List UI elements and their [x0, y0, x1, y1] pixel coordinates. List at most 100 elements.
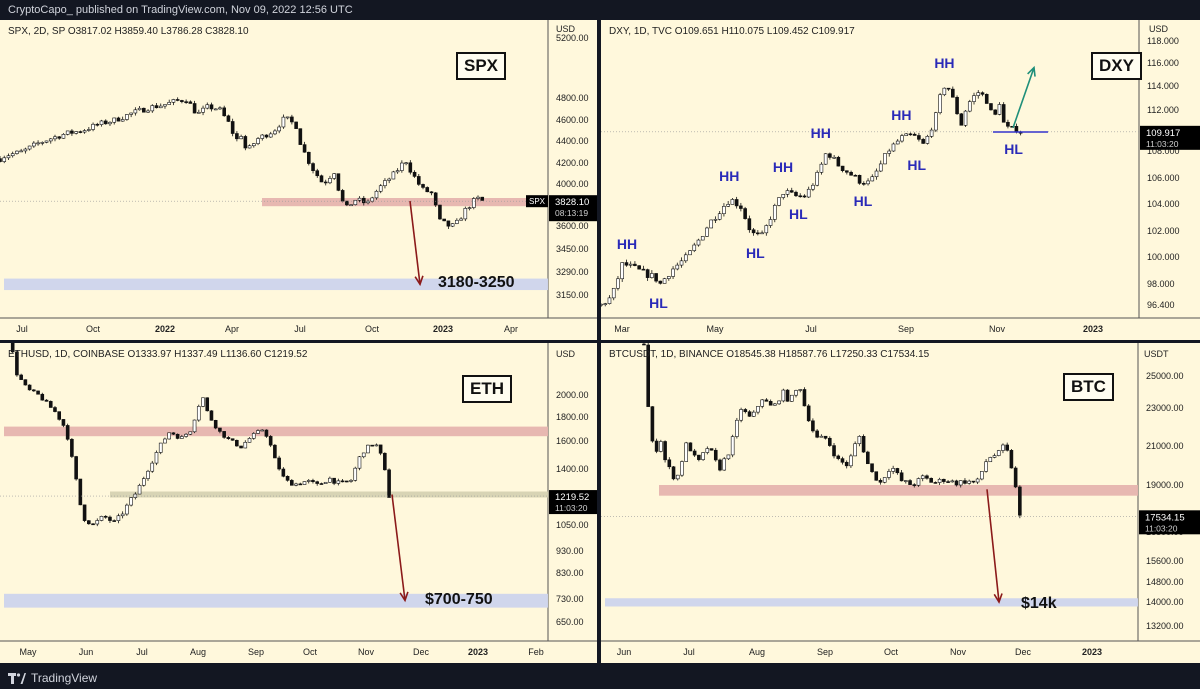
footer-brand: TradingView — [31, 671, 98, 685]
btc-candle-body — [1001, 444, 1005, 451]
btc-candle-body — [718, 459, 722, 471]
spx-candle-body — [383, 180, 387, 187]
eth-chart[interactable]: 650.00730.00830.00930.001050.001200.0014… — [0, 343, 597, 663]
btc-y-tick-label: 23000.00 — [1146, 403, 1184, 413]
eth-candle-body — [116, 515, 121, 521]
chart-panel-dxy[interactable]: 96.400 98.000 100.000 102.000 104.000 106.000… — [601, 20, 1200, 340]
spx-candle-body — [74, 131, 78, 134]
spx-candle-body — [154, 105, 159, 109]
eth-x-tick-label: Nov — [358, 647, 375, 657]
eth-candle-body — [146, 470, 150, 479]
spx-candle-body — [345, 200, 349, 206]
spx-candle-body — [438, 204, 442, 220]
chart-panel-btc[interactable]: 13200.0014000.0014800.0015600.0016800.00… — [601, 343, 1200, 663]
dxy-projection-arrow-head — [1027, 65, 1036, 77]
dxy-candle-body — [806, 188, 811, 198]
dxy-candle-body — [849, 171, 853, 176]
dxy-y-tick-label: 114.000 — [1147, 81, 1179, 91]
dxy-candle-body — [658, 280, 663, 284]
dxy-candle-body — [853, 174, 858, 177]
eth-candle-body — [218, 427, 222, 432]
eth-candle-body — [180, 436, 184, 439]
eth-candle-body — [48, 401, 53, 408]
spx-candle-body — [0, 158, 2, 162]
eth-candle-body — [251, 433, 256, 439]
btc-candle-body — [680, 461, 684, 476]
spx-candle-body — [2, 157, 7, 162]
spx-chart[interactable]: 3150.003290.003450.003600.003800.004000.… — [0, 20, 597, 340]
spx-candle-body — [87, 129, 91, 131]
spx-candle-body — [53, 136, 57, 140]
eth-candle-body — [70, 438, 74, 457]
btc-candle-body — [975, 478, 980, 483]
eth-header: ETHUSD, 1D, COINBASE O1333.97 H1337.49 L… — [8, 349, 308, 360]
btc-price-tag-value: 17534.15 — [1145, 512, 1185, 523]
dxy-candle-body — [777, 197, 781, 206]
btc-y-tick-label: 13200.00 — [1146, 621, 1184, 631]
spx-candle-body — [188, 101, 193, 104]
chart-panel-eth[interactable]: 650.00730.00830.00930.001050.001200.0014… — [0, 343, 597, 663]
btc-candle-body — [756, 406, 760, 413]
spx-candle-body — [44, 140, 49, 143]
spx-candle-body — [99, 120, 104, 125]
dxy-candle-body — [675, 264, 680, 270]
spx-x-tick-label: Jul — [16, 324, 28, 334]
dxy-candle-body — [772, 205, 777, 220]
btc-candle-body — [768, 401, 773, 406]
spx-x-tick-label: Jul — [294, 324, 306, 334]
btc-price-tag — [1139, 510, 1200, 535]
eth-candle-body — [27, 384, 32, 391]
dxy-candle-body — [921, 139, 925, 144]
eth-x-tick-label: Jul — [136, 647, 148, 657]
spx-candle-body — [116, 117, 121, 122]
spx-currency: USD — [556, 24, 576, 34]
dxy-candle-body — [781, 194, 786, 198]
eth-candle-body — [44, 399, 49, 402]
eth-candle-body — [201, 397, 205, 407]
eth-candle-body — [374, 444, 379, 447]
eth-candle-body — [328, 477, 332, 483]
dxy-x-tick-label: May — [706, 324, 724, 334]
spx-candle-body — [463, 208, 468, 220]
dxy-candle-body — [700, 236, 705, 241]
btc-currency: USDT — [1144, 349, 1169, 359]
btc-candle-body — [659, 441, 663, 452]
btc-candle-body — [1013, 467, 1018, 488]
dxy-candle-body — [963, 110, 968, 126]
spx-candle-body — [349, 204, 353, 207]
dxy-candle-body — [722, 206, 726, 215]
dxy-y-tick-label: 116.000 — [1147, 58, 1179, 68]
btc-y-tick-label: 21000.00 — [1146, 441, 1184, 451]
eth-label: ETH — [462, 375, 512, 403]
dxy-candle-body — [811, 184, 815, 190]
spx-candle-body — [290, 116, 294, 123]
dxy-candle-body — [857, 174, 862, 184]
dxy-candle-body — [696, 239, 701, 246]
btc-y-tick-label: 25000.00 — [1146, 371, 1184, 381]
eth-zone-1 — [110, 491, 548, 498]
spx-y-tick-label: 3450.00 — [556, 244, 589, 254]
eth-candle-body — [57, 411, 62, 420]
dxy-candle-body — [845, 170, 849, 173]
eth-x-tick-label: Sep — [248, 647, 264, 657]
spx-candle-body — [167, 102, 172, 105]
btc-x-tick-label: Oct — [884, 647, 899, 657]
dxy-chart[interactable]: 96.400 98.000 100.000 102.000 104.000 106.000… — [601, 20, 1200, 340]
spx-candle-body — [416, 176, 421, 185]
btc-zone-1 — [605, 598, 1138, 607]
btc-candle-body — [1009, 450, 1014, 469]
spx-target-label: 3180-3250 — [438, 274, 515, 291]
btc-candle-body — [950, 480, 955, 483]
eth-candle-body — [213, 420, 218, 429]
eth-candle-body — [91, 523, 95, 526]
btc-candle-body — [946, 481, 950, 483]
spx-candle-body — [197, 111, 201, 114]
btc-candle-body — [671, 466, 676, 480]
eth-price-tag — [549, 490, 597, 515]
spx-candle-body — [146, 110, 150, 113]
btc-chart[interactable]: 13200.0014000.0014800.0015600.0016800.00… — [601, 343, 1200, 663]
btc-candle-body — [701, 452, 705, 460]
dxy-candle-body — [764, 225, 769, 234]
spx-candle-body — [332, 173, 336, 179]
chart-panel-spx[interactable]: 3150.003290.003450.003600.003800.004000.… — [0, 20, 597, 340]
